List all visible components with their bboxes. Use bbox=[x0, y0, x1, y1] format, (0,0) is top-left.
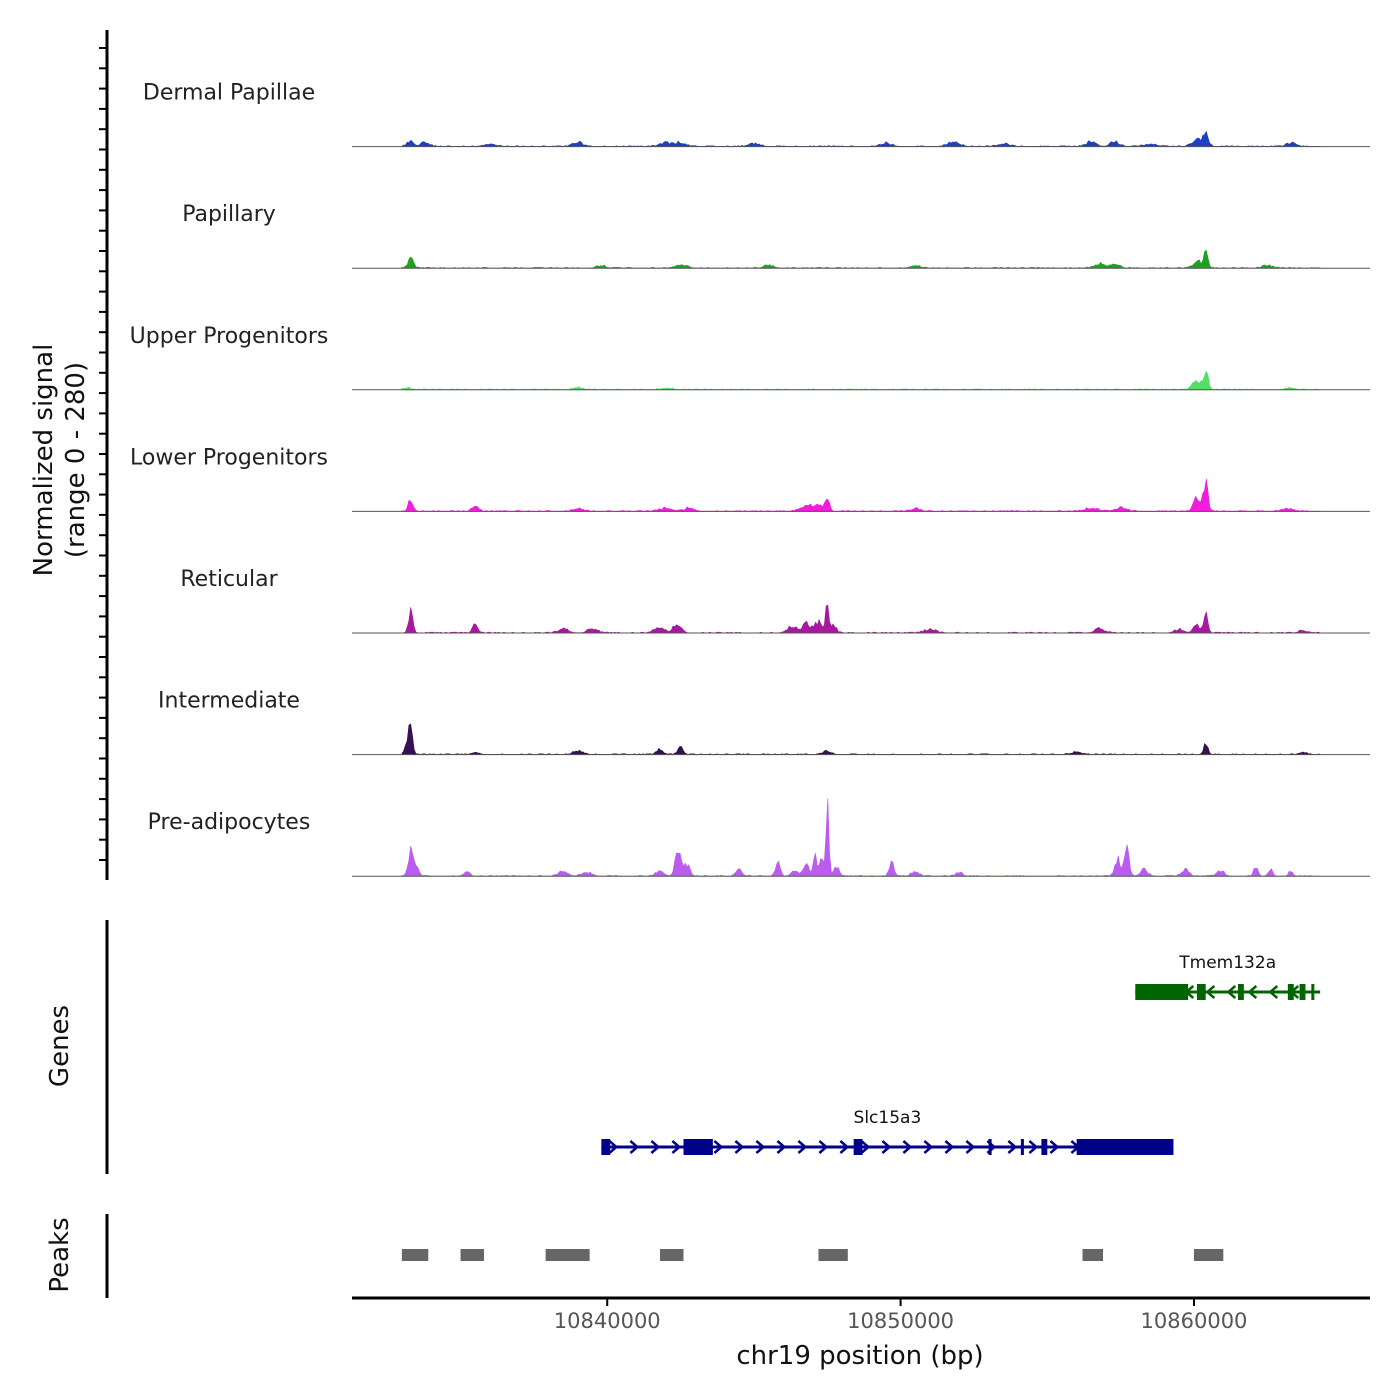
coverage-track: Intermediate bbox=[158, 689, 1370, 756]
coverage-track: Reticular bbox=[180, 567, 1370, 634]
track-label: Papillary bbox=[182, 202, 276, 227]
gene-strand-arrow bbox=[1007, 1140, 1018, 1154]
coverage-y-axis: Normalized signal (range 0 - 280) bbox=[29, 30, 109, 880]
gene-strand-arrow bbox=[1205, 985, 1216, 999]
peak-region bbox=[1193, 1249, 1224, 1261]
gene-strand-arrow bbox=[734, 1140, 745, 1154]
gene-strand-arrow bbox=[797, 1140, 808, 1154]
x-axis-title: chr19 position (bp) bbox=[736, 1341, 983, 1371]
gene-strand-arrow bbox=[776, 1140, 787, 1154]
gene-strand-arrow bbox=[923, 1140, 934, 1154]
gene-strand-arrow bbox=[1268, 985, 1279, 999]
track-label: Upper Progenitors bbox=[130, 324, 329, 349]
peak-region bbox=[460, 1249, 485, 1261]
track-label: Lower Progenitors bbox=[130, 445, 328, 470]
gene-model: Slc15a3 bbox=[601, 1108, 1174, 1155]
track-signal bbox=[401, 604, 1322, 634]
peaks-axis-title: Peaks bbox=[45, 1217, 75, 1292]
gene-strand-arrow bbox=[629, 1140, 640, 1154]
track-signal bbox=[401, 723, 1322, 755]
peak-region bbox=[1082, 1249, 1104, 1261]
gene-exon bbox=[853, 1139, 863, 1155]
gene-strand-arrow bbox=[860, 1140, 871, 1154]
track-signal bbox=[401, 249, 1322, 269]
x-tick-label: 10860000 bbox=[1141, 1309, 1248, 1333]
gene-exon bbox=[683, 1139, 713, 1155]
coverage-track: Upper Progenitors bbox=[130, 324, 1370, 391]
gene-strand-arrow bbox=[1226, 985, 1237, 999]
gene-strand-arrow bbox=[818, 1140, 829, 1154]
gene-exon bbox=[1299, 984, 1306, 1000]
gene-exon bbox=[1287, 984, 1294, 1000]
peak-region bbox=[545, 1249, 590, 1261]
peak-region bbox=[401, 1249, 429, 1261]
gene-exon bbox=[1020, 1139, 1024, 1155]
track-signal bbox=[401, 130, 1321, 147]
coverage-y-axis-title: Normalized signal bbox=[29, 344, 59, 577]
gene-exon bbox=[601, 1139, 611, 1155]
coverage-track: Dermal Papillae bbox=[143, 81, 1370, 148]
coverage-track: Pre-adipocytes bbox=[148, 798, 1370, 877]
gene-model: Tmem132a bbox=[1135, 953, 1321, 1000]
gene-exon bbox=[1041, 1139, 1048, 1155]
gene-exon bbox=[1135, 984, 1189, 1000]
x-tick-label: 10840000 bbox=[554, 1309, 661, 1333]
gene-strand-arrow bbox=[965, 1140, 976, 1154]
peaks-panel: Peaks bbox=[45, 1214, 1224, 1298]
coverage-tracks: Dermal Papillae Papillary Upper Progenitor… bbox=[130, 81, 1370, 877]
peak-region bbox=[660, 1249, 684, 1261]
gene-strand-arrow bbox=[1028, 1140, 1039, 1154]
track-signal bbox=[401, 798, 1321, 877]
track-label: Dermal Papillae bbox=[143, 81, 315, 106]
genes-axis-title: Genes bbox=[45, 1005, 75, 1087]
track-signal bbox=[401, 478, 1321, 512]
gene-exon bbox=[1076, 1139, 1174, 1155]
gene-strand-arrow bbox=[755, 1140, 766, 1154]
gene-exon bbox=[1237, 984, 1244, 1000]
coverage-track: Papillary bbox=[182, 202, 1370, 269]
x-axis: 10840000 10850000 10860000 chr19 position … bbox=[352, 1296, 1370, 1371]
gene-strand-arrow bbox=[839, 1140, 850, 1154]
track-signal bbox=[401, 370, 1321, 391]
gene-exon bbox=[988, 1139, 992, 1155]
coverage-track: Lower Progenitors bbox=[130, 445, 1370, 512]
gene-strand-arrow bbox=[1247, 985, 1258, 999]
gene-strand-arrow bbox=[713, 1140, 724, 1154]
gene-label: Slc15a3 bbox=[854, 1108, 922, 1128]
gene-exon bbox=[1196, 984, 1206, 1000]
gene-strand-arrow bbox=[881, 1140, 892, 1154]
coverage-y-axis-range: (range 0 - 280) bbox=[61, 362, 91, 558]
gene-strand-arrow bbox=[902, 1140, 913, 1154]
gene-strand-arrow bbox=[608, 1140, 619, 1154]
gene-exon bbox=[1311, 984, 1315, 1000]
track-label: Pre-adipocytes bbox=[148, 810, 311, 835]
gene-strand-arrow bbox=[1049, 1140, 1060, 1154]
gene-strand-arrow bbox=[671, 1140, 682, 1154]
gene-label: Tmem132a bbox=[1178, 953, 1276, 973]
x-tick-label: 10850000 bbox=[847, 1309, 954, 1333]
track-label: Reticular bbox=[180, 567, 278, 592]
peak-region bbox=[818, 1249, 848, 1261]
genes-panel: Genes Slc15a3 Tmem132a bbox=[45, 920, 1321, 1174]
gene-strand-arrow bbox=[650, 1140, 661, 1154]
track-label: Intermediate bbox=[158, 689, 300, 714]
gene-strand-arrow bbox=[944, 1140, 955, 1154]
